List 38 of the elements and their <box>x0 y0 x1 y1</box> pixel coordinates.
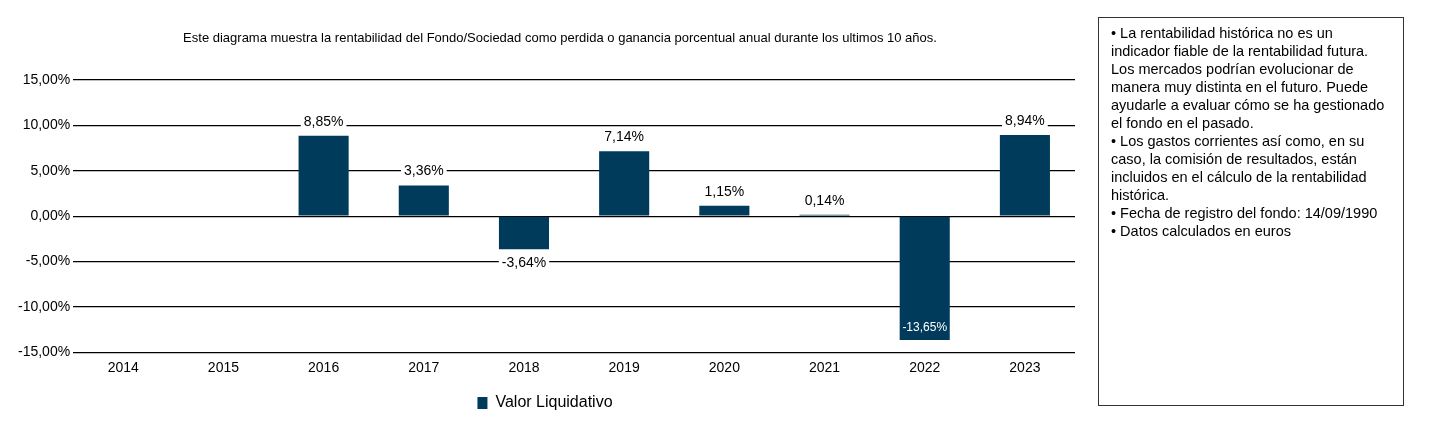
x-tick-label: 2015 <box>207 359 240 376</box>
bar <box>599 151 650 216</box>
x-tick-label: 2016 <box>308 359 340 376</box>
bar <box>398 185 449 216</box>
x-tick-label: 2022 <box>909 359 941 376</box>
text: • Datos calculados en euros <box>1111 222 1292 240</box>
y-tick-label: 0,00% <box>30 206 71 223</box>
bar <box>699 205 750 216</box>
data-label: 8,94% <box>1005 111 1045 128</box>
data-label: 8,85% <box>303 112 344 129</box>
text: • Fecha de registro del fondo: 14/09/1990 <box>1111 204 1379 222</box>
data-label: 1,15% <box>704 182 745 199</box>
data-label: 0,14% <box>804 191 845 208</box>
x-tick-label: 2020 <box>708 359 741 376</box>
data-label: 7,14% <box>604 128 645 145</box>
data-label: -13,65% <box>902 320 948 335</box>
y-tick-label: -5,00% <box>25 252 71 269</box>
bar <box>899 216 950 340</box>
x-tick-label: 2014 <box>107 359 140 376</box>
y-tick-label: 5,00% <box>30 161 71 178</box>
legend-label: Valor Liquidativo <box>495 393 613 411</box>
x-tick-label: 2019 <box>608 359 640 376</box>
x-tick-label: 2018 <box>508 359 540 376</box>
x-tick-label: 2023 <box>1009 359 1041 376</box>
data-label: 3,36% <box>403 162 444 179</box>
x-tick-label: 2021 <box>808 359 841 376</box>
y-tick-label: -15,00% <box>17 343 71 360</box>
y-tick-label: -10,00% <box>17 297 71 314</box>
text: • Los gastos corrientes así como, en su caso, la comisión de resultados, están incluidos en el cálculo de la rentabilidad histórica. <box>1111 132 1368 204</box>
y-tick-label: 15,00% <box>22 70 71 87</box>
data-label: -3,64% <box>501 253 547 270</box>
bar <box>498 216 550 250</box>
bar <box>298 135 349 216</box>
y-tick-label: 10,00% <box>22 116 71 133</box>
chart-title: Este diagrama muestra la rentabilidad del Fondo/Sociedad como perdida o ganancia porcentual anual durante los ultimos 10 años. <box>182 30 938 45</box>
bar <box>999 134 1050 216</box>
x-tick-label: 2017 <box>408 359 440 376</box>
text: • La rentabilidad histórica no es un indicador fiable de la rentabilidad futura. Los mercados podrían evolucionar de manera muy distinta en el futuro. Puede ayudarle a evaluar cómo se ha gestionado el fondo en el pasado. <box>1111 24 1386 132</box>
